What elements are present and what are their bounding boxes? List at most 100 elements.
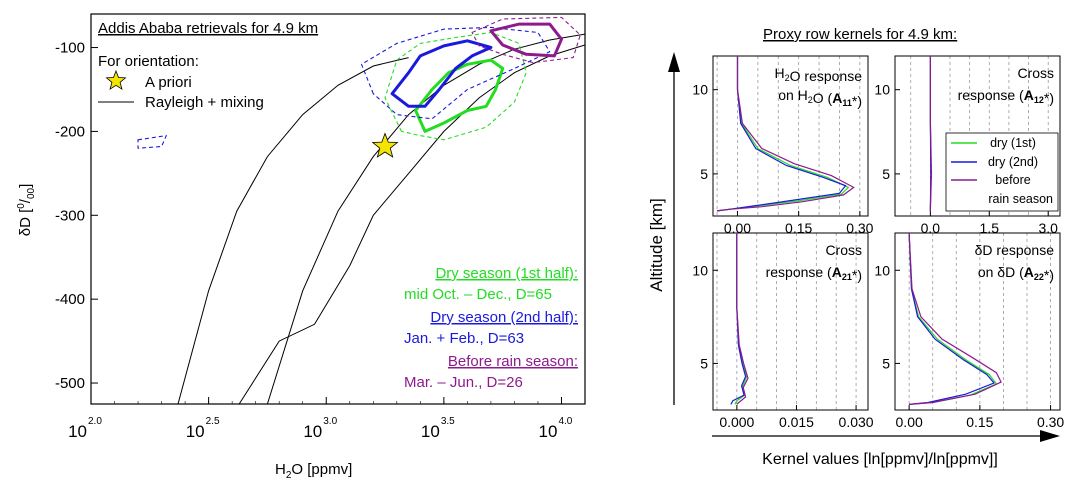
kernel-curve-rain <box>717 56 855 212</box>
panel-x-tick-label: 0.30 <box>846 220 873 236</box>
panel-y-tick-label: 5 <box>882 166 890 182</box>
left-chart: -100-200-300-400-500102.0102.5103.0103.5… <box>16 13 586 481</box>
legend-rayleigh-label: Rayleigh + mixing <box>145 94 264 111</box>
xlabel-main: H <box>275 461 286 478</box>
panel-label-line2: on δD (A22*) <box>978 264 1054 283</box>
x-tick-exponent: 2.5 <box>206 416 220 427</box>
y-tick-label: -300 <box>55 207 85 224</box>
y-tick-label: -100 <box>55 40 85 57</box>
a-priori-star <box>371 132 399 158</box>
dry2-contour-solid-2 <box>390 39 493 108</box>
series-label-title: Before rain season: <box>448 353 578 370</box>
kernel-legend-label: dry (1st) <box>990 136 1036 150</box>
panel-frame <box>712 55 869 217</box>
kernel-panel-A21: 5 10 0.000 0.015 0.030 Cross response (A21*) <box>692 232 874 430</box>
panel-y-tick-label: 10 <box>874 262 890 278</box>
altitude-arrow-head <box>668 52 680 72</box>
left-contours <box>137 16 581 149</box>
right-chart: Proxy row kernels for 4.9 km: 5 10 0.00 0.1… <box>647 26 1064 468</box>
x-tick-exponent: 3.5 <box>441 416 455 427</box>
kernel-legend: dry (1st) dry (2nd) before rain season <box>945 132 1059 212</box>
dry1-contour-dashed-1 <box>384 31 527 141</box>
left-plot-frame <box>90 13 586 405</box>
dry2-contour-dashed-4 <box>137 135 167 149</box>
right-ylabel: Altitude [km] <box>647 198 666 292</box>
legend-a-priori-label: A priori <box>145 74 192 91</box>
panel-x-tick-label: 0.15 <box>785 220 812 236</box>
right-xlabel: Kernel values [ln[ppmv]/ln[ppmv]] <box>762 451 998 468</box>
rayleigh-curve-1 <box>266 33 585 404</box>
panel-label-line2: on H2O (A11*) <box>778 87 862 109</box>
kernel-curve-rain <box>736 233 749 405</box>
series-label-detail: Mar. – Jun., D=26 <box>404 374 523 391</box>
kernel-legend-label: dry (2nd) <box>988 155 1038 169</box>
panel-x-tick-label: 0.0 <box>921 220 941 236</box>
orientation-label: For orientation: <box>98 53 199 70</box>
series-labels: Dry season (1st half): mid Oct. – Dec., D… <box>404 265 578 391</box>
panel-y-tick-label: 10 <box>692 262 708 278</box>
kernel-arrow-head <box>1040 430 1060 442</box>
x-tick-label: 10 <box>421 422 440 441</box>
panel-label-line2: response (A12*) <box>958 87 1054 106</box>
x-tick-exponent: 3.0 <box>323 416 337 427</box>
panel-label-line1: Cross <box>1017 65 1054 81</box>
kernel-curve-dry2 <box>908 232 995 405</box>
panel-y-tick-label: 5 <box>700 166 708 182</box>
rain-contour-dashed-6 <box>471 16 581 64</box>
kernel-legend-box <box>945 132 1059 212</box>
kernel-curve-rain <box>908 232 1002 405</box>
series-label-title: Dry season (1st half): <box>435 265 578 282</box>
dry1-contour-solid-0 <box>414 58 505 133</box>
panel-x-tick-label: 3.0 <box>1038 220 1058 236</box>
panel-y-tick-label: 10 <box>692 82 708 98</box>
legend-a-priori: A priori <box>105 69 192 91</box>
rayleigh-curve-2 <box>177 57 409 404</box>
series-label-detail: Jan. + Feb., D=63 <box>404 330 524 347</box>
x-tick-label: 10 <box>303 422 322 441</box>
left-chart-title: Addis Ababa retrievals for 4.9 km <box>98 20 318 37</box>
x-tick-label: 10 <box>68 422 87 441</box>
panel-x-tick-label: 0.00 <box>896 414 923 430</box>
dry2-contour-dashed-3 <box>360 26 551 120</box>
kernel-curve-dry2 <box>717 56 847 212</box>
y-tick-label: -200 <box>55 123 85 140</box>
kernel-legend-label: before <box>995 173 1030 187</box>
x-tick-label: 10 <box>539 422 558 441</box>
xlabel-rest: O [ppmv] <box>291 461 352 478</box>
panel-x-tick-label: 0.015 <box>779 414 814 430</box>
x-tick-exponent: 2.0 <box>88 416 102 427</box>
series-label-title: Dry season (2nd half): <box>430 309 578 326</box>
y-tick-label: -400 <box>55 291 85 308</box>
right-chart-title: Proxy row kernels for 4.9 km: <box>763 26 957 43</box>
legend-star-icon <box>105 69 127 90</box>
panel-label-line1: H2O response <box>774 65 862 84</box>
left-curves <box>177 33 585 404</box>
rayleigh-curve-3 <box>238 44 585 404</box>
kernel-panel-A11: 5 10 0.00 0.15 0.30 H2O response on H2O (A11*) <box>692 55 874 236</box>
svg-text:H2O [ppmv]: H2O [ppmv] <box>275 461 352 481</box>
series-label-detail: mid Oct. – Dec., D=65 <box>404 286 552 303</box>
kernel-curve-dry2 <box>730 233 747 405</box>
panel-y-tick-label: 5 <box>882 355 890 371</box>
panel-x-tick-label: 1.5 <box>980 220 1000 236</box>
xlabel-sub: 2 <box>286 470 292 481</box>
rain-contour-solid-5 <box>489 22 563 58</box>
kernel-curve-rain <box>929 56 933 211</box>
panel-label-line1: Cross <box>825 242 862 258</box>
panel-y-tick-label: 10 <box>874 82 890 98</box>
kernel-panels: 5 10 0.00 0.15 0.30 H2O response on H2O (A11*)… <box>692 55 1064 430</box>
left-ylabel: δD [0/00] <box>16 184 37 237</box>
panel-label-line2: response (A21*) <box>766 264 862 283</box>
kernel-legend-label: rain season <box>988 192 1053 206</box>
panel-x-tick-label: 0.15 <box>966 414 993 430</box>
panel-frame <box>894 232 1061 411</box>
panel-x-tick-label: 0.030 <box>839 414 874 430</box>
x-tick-exponent: 4.0 <box>558 416 572 427</box>
panel-x-tick-label: 0.30 <box>1037 414 1064 430</box>
y-tick-label: -500 <box>55 375 85 392</box>
panel-x-tick-label: 0.00 <box>724 220 751 236</box>
panel-frame <box>712 232 869 411</box>
panel-x-tick-label: 0.000 <box>719 414 754 430</box>
legend-rayleigh: Rayleigh + mixing <box>98 94 264 111</box>
